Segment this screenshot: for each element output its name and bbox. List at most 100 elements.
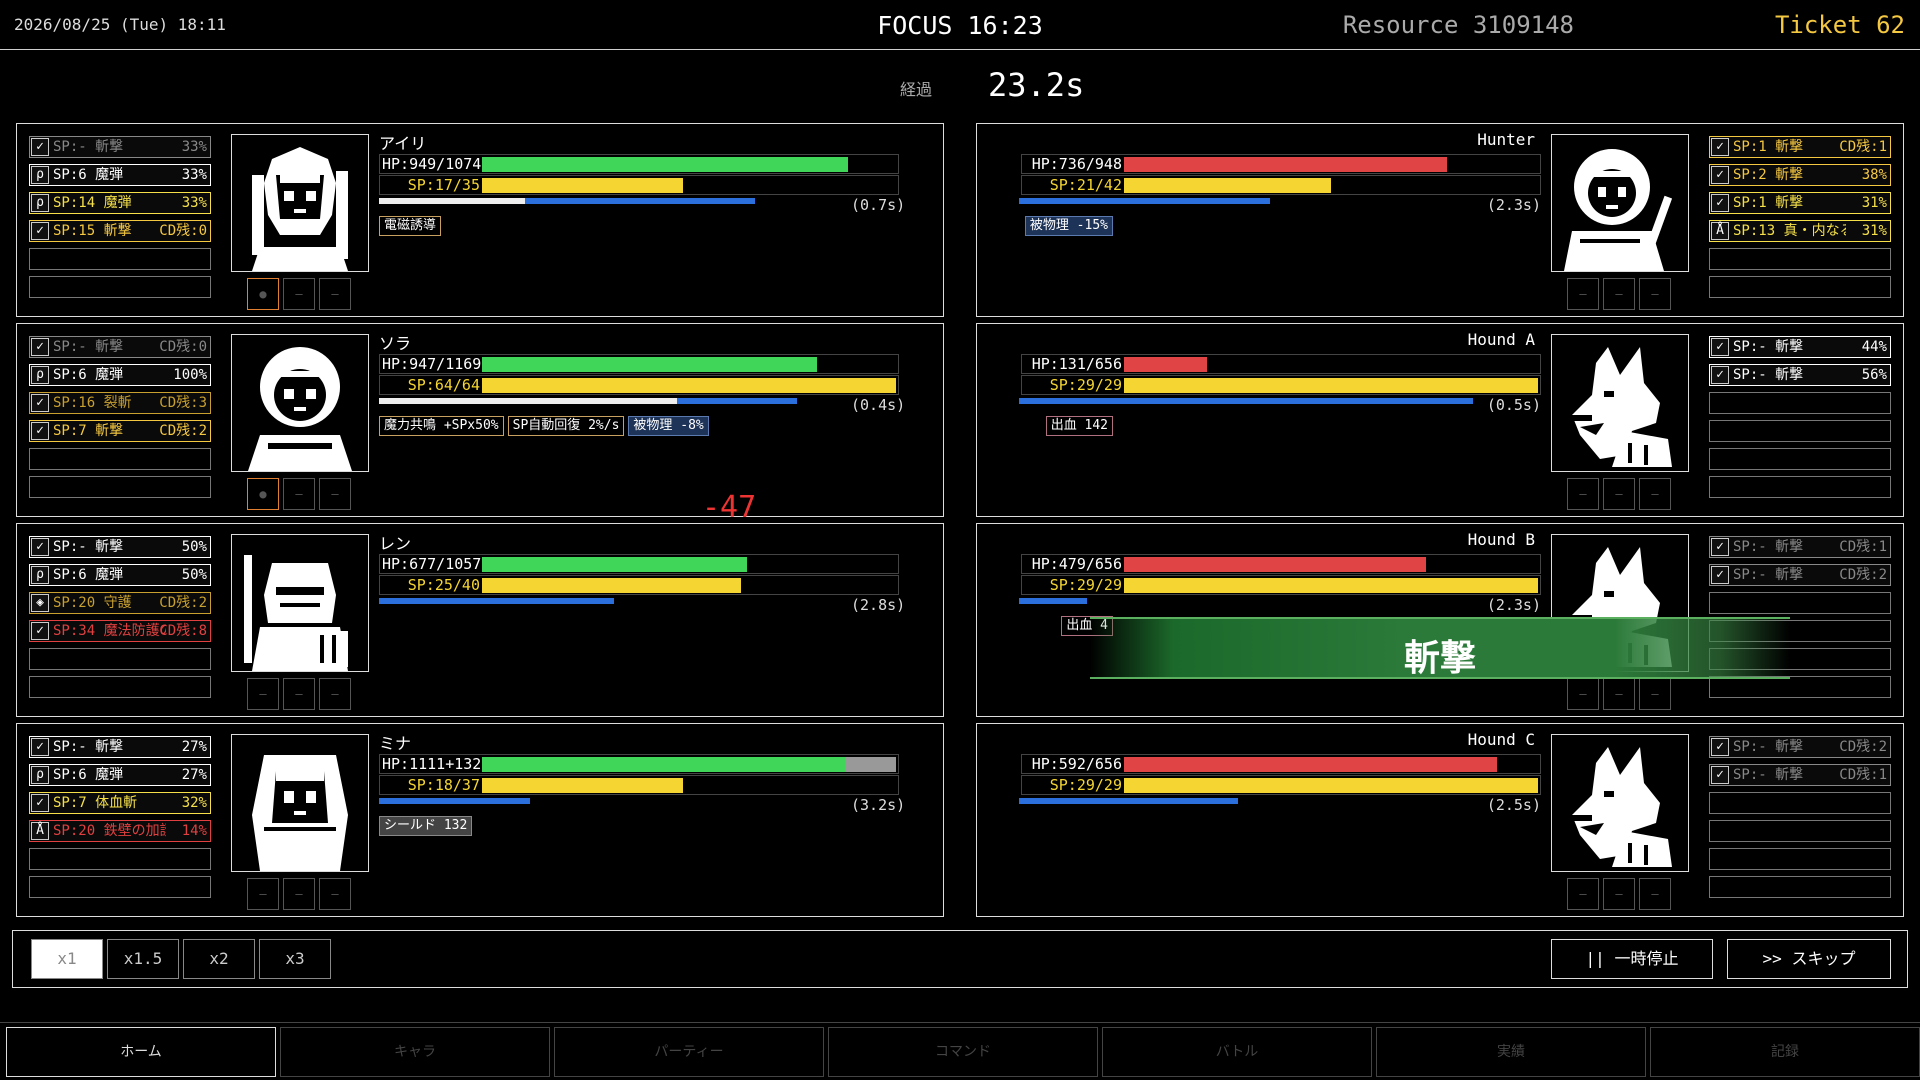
- equip-slot-empty[interactable]: –: [1567, 678, 1599, 710]
- skill-slot[interactable]: ρ SP:6 魔弾 100%: [29, 364, 211, 386]
- equip-slot-empty[interactable]: –: [319, 678, 351, 710]
- skill-slot[interactable]: ✓ SP:34 魔法防護の CD残:8: [29, 620, 211, 642]
- skill-slot[interactable]: ρ SP:6 魔弾 50%: [29, 564, 211, 586]
- skill-slot[interactable]: ✓ SP:1 斬撃 31%: [1709, 192, 1891, 214]
- skill-slot[interactable]: ρ SP:6 魔弾 33%: [29, 164, 211, 186]
- nav-tab-achievements[interactable]: 実績: [1376, 1027, 1646, 1077]
- equip-slot-empty[interactable]: –: [247, 878, 279, 910]
- unit-name: Hunter: [1477, 130, 1535, 149]
- skill-slot[interactable]: ✓ SP:- 斬撃 CD残:1: [1709, 536, 1891, 558]
- skill-slot[interactable]: ✓ SP:16 裂斬 CD残:3: [29, 392, 211, 414]
- skill-label: SP:2 斬撃: [1733, 167, 1804, 183]
- skill-slot[interactable]: Å SP:20 鉄壁の加護 14%: [29, 820, 211, 842]
- skill-slot-empty[interactable]: [1709, 448, 1891, 470]
- skill-type-icon: ✓: [31, 138, 49, 156]
- equip-item-icon[interactable]: ●: [247, 278, 279, 310]
- skill-slot[interactable]: ✓ SP:- 斬撃 27%: [29, 736, 211, 758]
- skill-type-icon: ✓: [31, 538, 49, 556]
- equip-slot-empty[interactable]: –: [1639, 678, 1671, 710]
- nav-tab-command[interactable]: コマンド: [828, 1027, 1098, 1077]
- nav-tab-home[interactable]: ホーム: [6, 1027, 276, 1077]
- skill-type-icon: Å: [31, 822, 49, 840]
- skill-slot[interactable]: ✓ SP:- 斬撃 CD残:2: [1709, 736, 1891, 758]
- nav-tab-records[interactable]: 記録: [1650, 1027, 1920, 1077]
- skill-slot[interactable]: ✓ SP:- 斬撃 CD残:2: [1709, 564, 1891, 586]
- equip-slot-empty[interactable]: –: [1567, 878, 1599, 910]
- skill-type-icon: ρ: [31, 566, 49, 584]
- skill-slot[interactable]: ρ SP:14 魔弾 33%: [29, 192, 211, 214]
- skip-button[interactable]: >> スキップ: [1727, 939, 1891, 979]
- skill-slot[interactable]: ✓ SP:- 斬撃 56%: [1709, 364, 1891, 386]
- equip-slot-empty[interactable]: –: [247, 678, 279, 710]
- equip-item-icon[interactable]: ●: [247, 478, 279, 510]
- skill-label: SP:- 斬撃: [1733, 339, 1804, 355]
- skill-slot-empty[interactable]: [29, 876, 211, 898]
- skill-chance: 33%: [181, 195, 207, 211]
- speed-button-x2[interactable]: x2: [183, 939, 255, 979]
- equip-slot-empty[interactable]: –: [1639, 878, 1671, 910]
- skill-slot-empty[interactable]: [29, 248, 211, 270]
- nav-tab-chara[interactable]: キャラ: [280, 1027, 550, 1077]
- status-effects: シールド 132: [379, 814, 476, 836]
- skill-slot-empty[interactable]: [29, 476, 211, 498]
- skill-type-icon: ✓: [31, 422, 49, 440]
- skill-slot[interactable]: ρ SP:6 魔弾 27%: [29, 764, 211, 786]
- skill-slot-empty[interactable]: [1709, 276, 1891, 298]
- equip-slot-empty[interactable]: –: [319, 878, 351, 910]
- skill-list: ✓ SP:- 斬撃 CD残:1 ✓ SP:- 斬撃 CD残:2: [1709, 536, 1891, 704]
- skill-label: SP:20 守護: [53, 595, 132, 611]
- skill-slot[interactable]: ✓ SP:15 斬撃 CD残:0: [29, 220, 211, 242]
- skill-slot-empty[interactable]: [29, 448, 211, 470]
- ally-card-airi: ✓ SP:- 斬撃 33% ρ SP:6 魔弾 33% ρ SP:14 魔弾 3…: [16, 123, 944, 317]
- equip-slot-empty[interactable]: –: [1603, 878, 1635, 910]
- pause-button[interactable]: || 一時停止: [1551, 939, 1713, 979]
- equip-slot-empty[interactable]: –: [1603, 278, 1635, 310]
- skill-slot[interactable]: ✓ SP:- 斬撃 CD残:1: [1709, 764, 1891, 786]
- skill-slot-empty[interactable]: [1709, 676, 1891, 698]
- skill-slot-empty[interactable]: [29, 848, 211, 870]
- speed-button-x3[interactable]: x3: [259, 939, 331, 979]
- equip-slot-empty[interactable]: –: [283, 478, 315, 510]
- equip-slot-empty[interactable]: –: [1603, 678, 1635, 710]
- equip-slot-empty[interactable]: –: [319, 478, 351, 510]
- speed-button-x1-5[interactable]: x1.5: [107, 939, 179, 979]
- skill-slot[interactable]: ✓ SP:- 斬撃 44%: [1709, 336, 1891, 358]
- equip-slot-empty[interactable]: –: [283, 878, 315, 910]
- skill-slot-empty[interactable]: [1709, 248, 1891, 270]
- skill-slot-empty[interactable]: [29, 676, 211, 698]
- nav-tab-party[interactable]: パーティー: [554, 1027, 824, 1077]
- equip-slot-empty[interactable]: –: [1639, 478, 1671, 510]
- equip-slot-empty[interactable]: –: [1567, 478, 1599, 510]
- equip-slot-empty[interactable]: –: [283, 678, 315, 710]
- skill-slot-empty[interactable]: [1709, 420, 1891, 442]
- skill-slot[interactable]: ◈ SP:20 守護 CD残:2: [29, 592, 211, 614]
- hp-text: HP:479/656: [1031, 555, 1122, 573]
- skill-slot-empty[interactable]: [29, 648, 211, 670]
- unit-name: Hound B: [1467, 530, 1535, 549]
- skill-slot[interactable]: ✓ SP:7 斬撃 CD残:2: [29, 420, 211, 442]
- equip-slot-empty[interactable]: –: [319, 278, 351, 310]
- skill-slot-empty[interactable]: [29, 276, 211, 298]
- skill-slot[interactable]: ✓ SP:1 斬撃 CD残:1: [1709, 136, 1891, 158]
- skill-slot[interactable]: Å SP:13 真・内なる… 31%: [1709, 220, 1891, 242]
- equip-slot-empty[interactable]: –: [1639, 278, 1671, 310]
- elapsed-label: 経過: [900, 80, 933, 99]
- skill-slot[interactable]: ✓ SP:- 斬撃 50%: [29, 536, 211, 558]
- skill-slot[interactable]: ✓ SP:- 斬撃 33%: [29, 136, 211, 158]
- skill-slot-empty[interactable]: [1709, 592, 1891, 614]
- skill-chance: CD残:0: [159, 223, 207, 239]
- nav-tab-battle[interactable]: バトル: [1102, 1027, 1372, 1077]
- equip-slot-empty[interactable]: –: [283, 278, 315, 310]
- skill-slot-empty[interactable]: [1709, 392, 1891, 414]
- skill-slot-empty[interactable]: [1709, 792, 1891, 814]
- skill-slot-empty[interactable]: [1709, 876, 1891, 898]
- skill-slot[interactable]: ✓ SP:- 斬撃 CD残:0: [29, 336, 211, 358]
- equip-slot-empty[interactable]: –: [1603, 478, 1635, 510]
- skill-slot[interactable]: ✓ SP:7 体血斬 32%: [29, 792, 211, 814]
- skill-slot-empty[interactable]: [1709, 848, 1891, 870]
- skill-slot-empty[interactable]: [1709, 476, 1891, 498]
- speed-button-x1[interactable]: x1: [31, 939, 103, 979]
- equip-slot-empty[interactable]: –: [1567, 278, 1599, 310]
- skill-slot-empty[interactable]: [1709, 820, 1891, 842]
- skill-slot[interactable]: ✓ SP:2 斬撃 38%: [1709, 164, 1891, 186]
